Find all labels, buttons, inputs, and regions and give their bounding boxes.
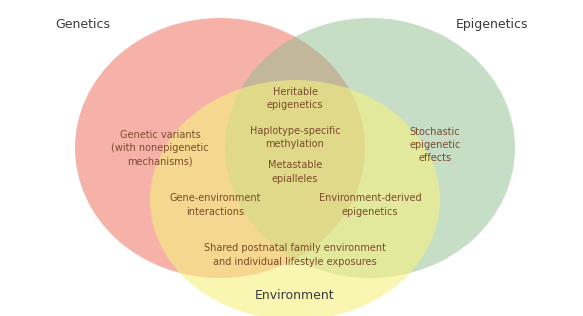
Text: Heritable
epigenetics

Haplotype-specific
methylation: Heritable epigenetics Haplotype-specific… — [250, 87, 340, 149]
Text: Metastable
epialleles: Metastable epialleles — [268, 161, 322, 184]
Text: Environment: Environment — [255, 289, 335, 302]
Text: Gene-environment
interactions: Gene-environment interactions — [169, 193, 261, 216]
Text: Genetics: Genetics — [55, 18, 110, 31]
Ellipse shape — [75, 18, 365, 278]
Text: Shared postnatal family environment
and individual lifestyle exposures: Shared postnatal family environment and … — [204, 243, 386, 267]
Ellipse shape — [225, 18, 515, 278]
Text: Stochastic
epigenetic
effects: Stochastic epigenetic effects — [409, 127, 461, 163]
Text: Genetic variants
(with nonepigenetic
mechanisms): Genetic variants (with nonepigenetic mec… — [111, 130, 209, 166]
Ellipse shape — [150, 80, 440, 316]
Text: Epigenetics: Epigenetics — [455, 18, 528, 31]
Text: Environment-derived
epigenetics: Environment-derived epigenetics — [319, 193, 422, 216]
